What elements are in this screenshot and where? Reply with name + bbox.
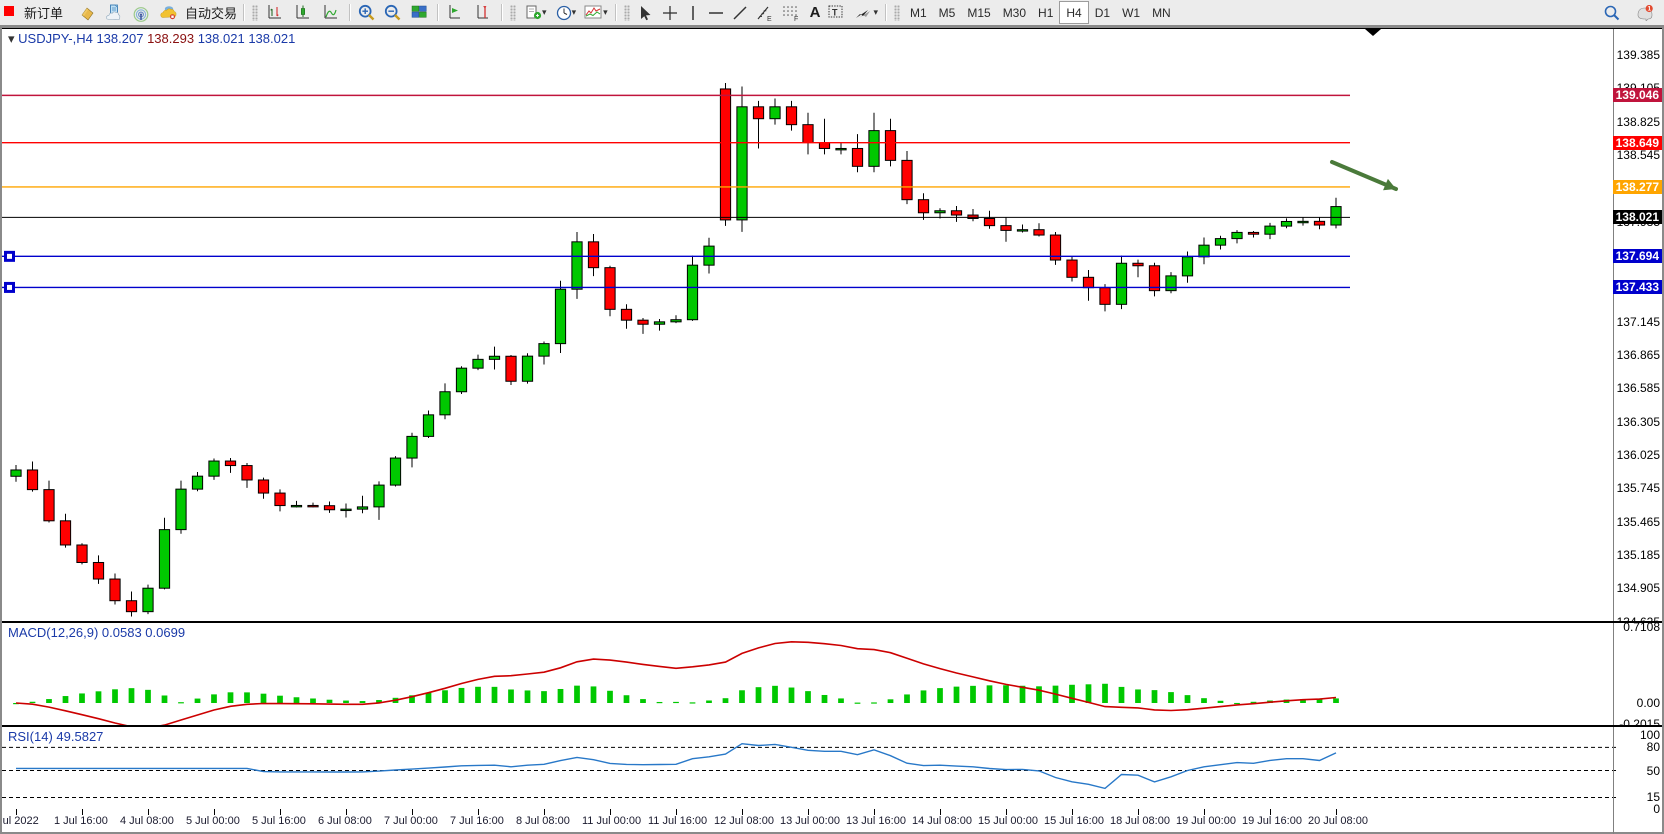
- svg-text:1: 1: [1647, 5, 1651, 12]
- svg-text:F: F: [794, 16, 798, 21]
- svg-text:E: E: [767, 16, 772, 21]
- svg-text:T: T: [832, 7, 838, 17]
